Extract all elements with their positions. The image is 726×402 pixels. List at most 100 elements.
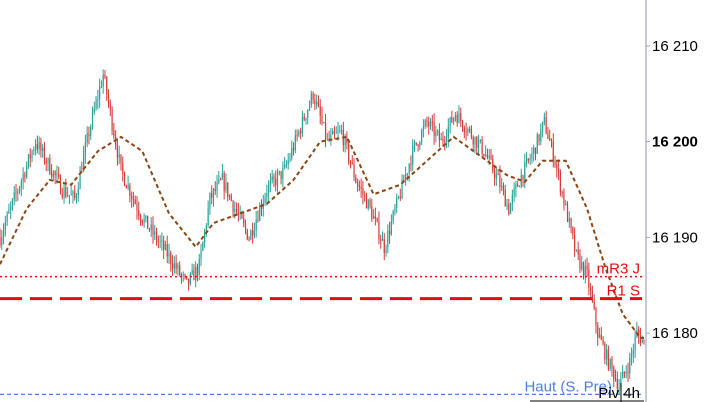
- candle-body: [102, 74, 104, 87]
- candle-body: [413, 142, 416, 146]
- candle-body: [0, 237, 1, 246]
- candle-body: [186, 276, 188, 279]
- candle-body: [45, 161, 47, 164]
- candle-body: [346, 136, 348, 144]
- candle-body: [513, 188, 515, 195]
- level-label: R1 S: [607, 283, 640, 300]
- candle-body: [438, 130, 441, 141]
- candle-body: [575, 249, 577, 251]
- candle-body: [410, 164, 412, 166]
- candle-body: [399, 196, 401, 198]
- candle-body: [127, 184, 129, 189]
- candle-body: [511, 194, 513, 204]
- candle-body: [296, 134, 298, 136]
- candle-body: [95, 99, 97, 109]
- candle-body: [161, 240, 163, 242]
- candle-body: [273, 176, 275, 179]
- candle-body: [24, 174, 26, 178]
- candle-body: [545, 116, 547, 134]
- candle-body: [453, 117, 455, 123]
- candle-body: [606, 349, 608, 360]
- candle-body: [168, 252, 170, 257]
- candle-body: [287, 160, 289, 165]
- candle-body: [401, 179, 403, 198]
- candle-body: [317, 101, 320, 107]
- candle-body: [298, 130, 300, 136]
- candle-body: [561, 191, 563, 193]
- candle-body: [20, 181, 22, 188]
- candle-body: [527, 158, 529, 161]
- candle-body: [442, 138, 444, 142]
- candle-body: [488, 155, 490, 159]
- candle-body: [595, 308, 597, 326]
- candle-body: [243, 218, 245, 224]
- candle-body: [118, 154, 120, 158]
- candle-body: [481, 139, 483, 154]
- candle-body: [284, 164, 286, 168]
- candle-body: [485, 154, 487, 156]
- candle-body: [623, 371, 626, 374]
- candle-body: [330, 134, 332, 140]
- candle-body: [332, 131, 334, 135]
- candle-body: [428, 121, 430, 127]
- candle-body: [193, 270, 195, 281]
- candle-body: [145, 215, 147, 219]
- candle-body: [383, 238, 385, 253]
- candle-body: [629, 357, 631, 374]
- candle-body: [212, 188, 215, 198]
- candle-body: [374, 216, 376, 219]
- candle-body: [385, 247, 387, 253]
- candle-body: [91, 111, 94, 127]
- candle-body: [515, 184, 517, 189]
- candle-body: [380, 239, 382, 241]
- candle-body: [429, 121, 432, 127]
- candle-body: [191, 270, 193, 274]
- candle-body: [307, 110, 309, 119]
- candle-body: [572, 227, 574, 235]
- candle-body: [643, 339, 645, 341]
- candle-body: [43, 147, 46, 162]
- candle-body: [556, 164, 558, 169]
- candle-body: [132, 198, 135, 200]
- candle-body: [381, 238, 384, 241]
- candle-body: [463, 128, 465, 132]
- candle-body: [312, 93, 314, 100]
- candle-body: [445, 138, 448, 142]
- candle-body: [250, 230, 252, 240]
- candle-body: [625, 372, 627, 374]
- candle-body: [616, 379, 618, 389]
- candle-body: [433, 122, 435, 137]
- candle-body: [447, 126, 449, 139]
- candle-body: [517, 184, 519, 187]
- candle-body: [90, 126, 92, 136]
- candle-body: [248, 239, 250, 241]
- candle-body: [340, 130, 343, 132]
- candle-body: [173, 263, 175, 269]
- candle-body: [11, 199, 14, 206]
- candle-body: [417, 144, 419, 147]
- candle-body: [49, 158, 51, 174]
- candle-body: [86, 133, 88, 143]
- candle-body: [412, 145, 414, 165]
- candle-body: [285, 164, 288, 166]
- candle-body: [292, 148, 295, 151]
- candle-body: [604, 343, 606, 360]
- candle-body: [552, 141, 554, 162]
- candle-body: [324, 122, 327, 139]
- candle-body: [122, 163, 124, 173]
- candle-body: [559, 171, 561, 192]
- candle-body: [77, 189, 79, 195]
- candle-body: [355, 176, 357, 183]
- candle-body: [326, 138, 328, 140]
- candle-body: [269, 180, 272, 185]
- candle-body: [81, 170, 83, 172]
- candle-body: [424, 120, 426, 127]
- candle-body: [154, 231, 156, 235]
- candle-body: [358, 185, 360, 188]
- candle-body: [582, 262, 585, 276]
- candle-body: [129, 184, 131, 196]
- candle-body: [397, 196, 400, 198]
- candle-body: [454, 114, 457, 118]
- candle-body: [469, 128, 471, 130]
